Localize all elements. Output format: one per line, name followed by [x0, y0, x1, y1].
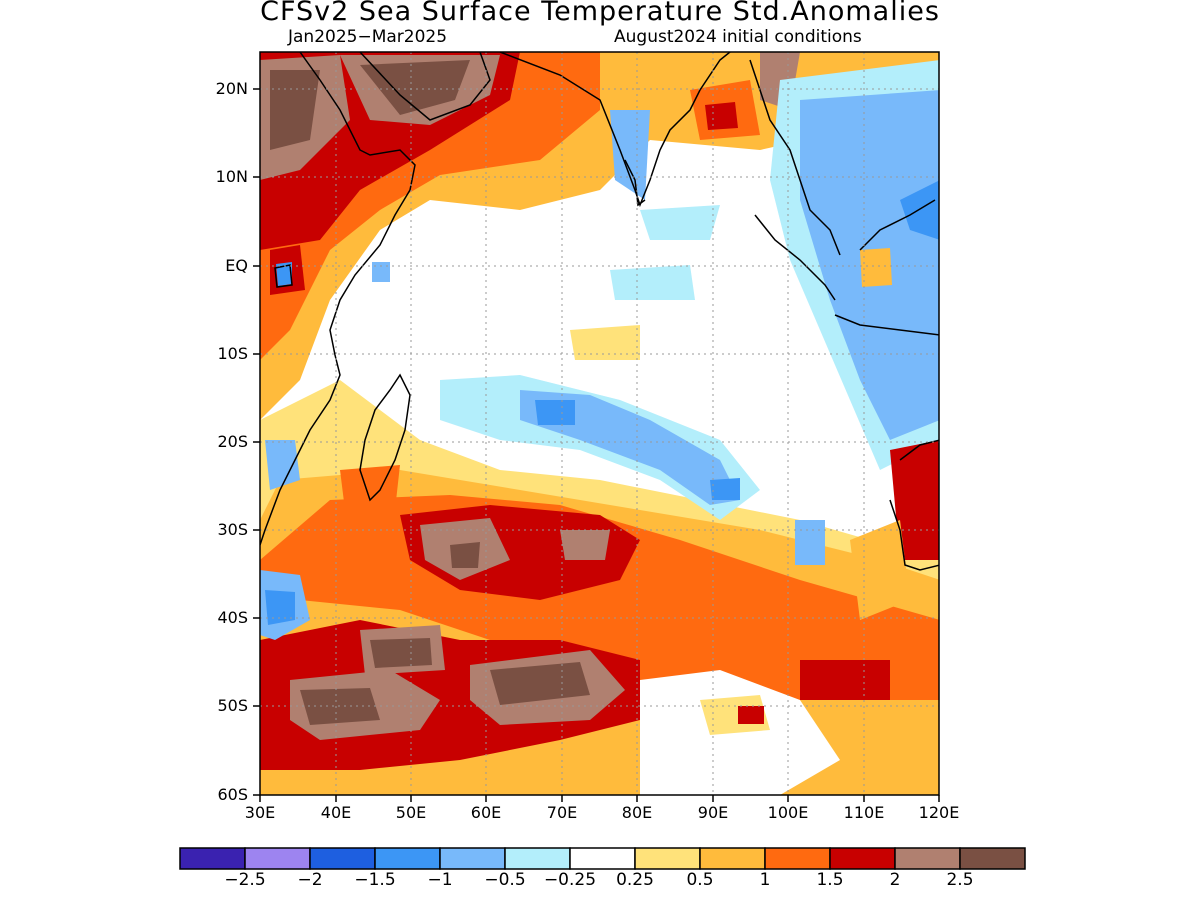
- colorbar-swatch: [179, 847, 246, 870]
- lon-label-90e: 90E: [697, 803, 729, 822]
- lat-label-eq: EQ: [225, 256, 248, 275]
- colorbar-swatch: [959, 847, 1026, 870]
- lat-label-40s: 40S: [217, 608, 248, 627]
- coastlines: [260, 52, 939, 571]
- lon-label-30e: 30E: [244, 803, 276, 822]
- lon-label-110e: 110E: [843, 803, 885, 822]
- lon-label-70e: 70E: [546, 803, 578, 822]
- colorbar-swatch: [699, 847, 766, 870]
- colorbar-swatch: [829, 847, 896, 870]
- colorbar-label: 2: [889, 870, 901, 890]
- lon-label-40e: 40E: [320, 803, 352, 822]
- colorbar-label: 1.5: [816, 870, 844, 890]
- lat-label-30s: 30S: [217, 520, 248, 539]
- colorbar-swatch: [504, 847, 571, 870]
- colorbar-swatch: [764, 847, 831, 870]
- lon-label-60e: 60E: [470, 803, 502, 822]
- map-title: CFSv2 Sea Surface Temperature Std.Anomal…: [260, 0, 940, 27]
- colorbar-label: 2.5: [946, 870, 974, 890]
- colorbar-swatch: [894, 847, 961, 870]
- colorbar-label: −1.5: [354, 870, 396, 890]
- lat-label-50s: 50S: [217, 696, 248, 715]
- lat-label-20s: 20S: [217, 432, 248, 451]
- anomaly-field: [260, 52, 939, 795]
- colorbar-swatch: [244, 847, 311, 870]
- forecast-period: Jan2025−Mar2025: [288, 27, 448, 47]
- lon-label-100e: 100E: [767, 803, 809, 822]
- colorbar-label: −2: [297, 870, 323, 890]
- axis-ticks: [253, 88, 940, 802]
- initial-conditions: August2024 initial conditions: [614, 27, 862, 47]
- grid-lines: [260, 52, 939, 795]
- map-frame: [259, 51, 940, 796]
- colorbar-label: 0.25: [616, 870, 654, 890]
- colorbar-label: 1: [759, 870, 771, 890]
- colorbar-label: −1: [427, 870, 453, 890]
- lat-label-60s: 60S: [217, 785, 248, 804]
- lon-label-120e: 120E: [918, 803, 960, 822]
- lat-label-10n: 10N: [215, 167, 248, 186]
- colorbar-swatch: [439, 847, 506, 870]
- colorbar-swatch: [634, 847, 701, 870]
- lat-label-10s: 10S: [217, 344, 248, 363]
- colorbar-swatch: [569, 847, 636, 870]
- colorbar-swatch: [374, 847, 441, 870]
- lat-label-20n: 20N: [215, 79, 248, 98]
- colorbar-label: −0.5: [484, 870, 526, 890]
- lon-label-50e: 50E: [395, 803, 427, 822]
- colorbar-label: −2.5: [224, 870, 266, 890]
- lon-label-80e: 80E: [621, 803, 653, 822]
- colorbar-label: 0.5: [686, 870, 714, 890]
- colorbar-swatch: [309, 847, 376, 870]
- colorbar: [179, 847, 1026, 870]
- colorbar-label: −0.25: [543, 870, 597, 890]
